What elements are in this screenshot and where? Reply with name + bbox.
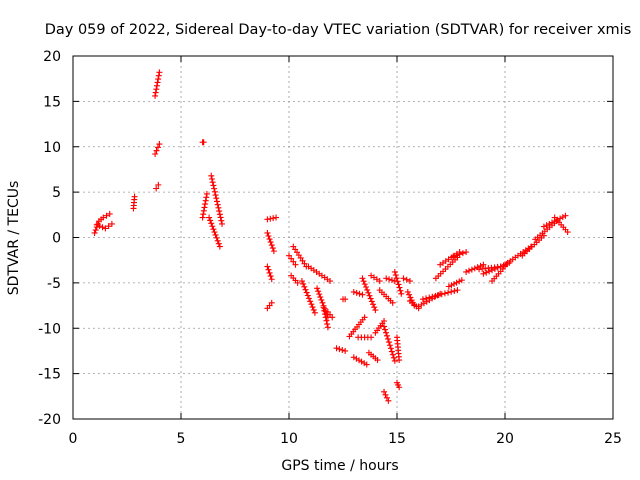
series-arc-02 xyxy=(130,69,163,212)
axis-ticks: 0 5 10 15 20 25 -20 -15 -10 -5 0 5 10 15 20 xyxy=(38,49,622,447)
data-point-cluster xyxy=(264,214,280,223)
data-point-cluster xyxy=(355,334,375,341)
data-point-cluster xyxy=(372,317,388,336)
data-point-cluster xyxy=(551,214,571,236)
data-points xyxy=(91,69,571,404)
series-arc-07 xyxy=(346,288,375,368)
data-point-cluster xyxy=(445,277,465,290)
y-tick-label: 5 xyxy=(52,185,61,201)
data-point-cluster xyxy=(199,139,207,146)
data-point-cluster xyxy=(350,288,366,298)
y-tick-label: 0 xyxy=(52,231,61,247)
data-point-cluster xyxy=(264,299,275,312)
data-point-cluster xyxy=(199,190,210,221)
data-point-cluster xyxy=(394,334,403,364)
data-point-cluster xyxy=(264,263,275,283)
data-point-cluster xyxy=(376,287,396,306)
data-point-cluster xyxy=(333,345,349,354)
data-point-cluster xyxy=(365,349,381,364)
data-point-cluster xyxy=(404,288,418,309)
data-point-cluster xyxy=(346,314,368,340)
data-point-cluster xyxy=(394,379,403,391)
x-tick-label: 5 xyxy=(177,431,186,447)
x-tick-label: 25 xyxy=(604,431,622,447)
y-tick-label: 20 xyxy=(43,49,61,65)
data-point-cluster xyxy=(400,275,413,285)
x-tick-label: 15 xyxy=(388,431,406,447)
series-arc-13 xyxy=(480,212,571,277)
y-tick-label: 10 xyxy=(43,140,61,156)
data-point-cluster xyxy=(381,323,398,364)
data-point-cluster xyxy=(288,272,301,286)
data-point-cluster xyxy=(381,388,392,404)
data-point-cluster xyxy=(532,218,560,243)
y-tick-label: 15 xyxy=(43,94,61,110)
data-point-cluster xyxy=(463,261,487,275)
data-point-cluster xyxy=(152,141,163,158)
series-arc-01 xyxy=(91,210,115,236)
series-arc-09 xyxy=(376,275,403,404)
x-axis-label: GPS time / hours xyxy=(281,458,398,474)
data-point-cluster xyxy=(432,254,461,282)
series-arc-10 xyxy=(391,268,422,312)
x-tick-label: 0 xyxy=(69,431,78,447)
series-arc-11 xyxy=(415,249,470,310)
series-arc-03 xyxy=(199,139,226,250)
data-point-cluster xyxy=(130,193,138,212)
y-axis-label: SDTVAR / TECUs xyxy=(6,181,22,296)
x-tick-label: 10 xyxy=(280,431,298,447)
data-point-cluster xyxy=(208,172,226,227)
data-point-cluster xyxy=(502,243,534,268)
series-arc-04 xyxy=(264,214,280,312)
data-point-cluster xyxy=(153,181,162,192)
data-point-cluster xyxy=(152,69,163,99)
data-point-cluster xyxy=(437,249,463,268)
series-arc-05 xyxy=(286,243,334,316)
data-point-cluster xyxy=(359,275,379,314)
grid xyxy=(73,56,613,419)
data-point-cluster xyxy=(391,268,405,297)
x-tick-label: 20 xyxy=(496,431,514,447)
data-point-cluster xyxy=(264,229,277,255)
data-point-cluster xyxy=(368,272,383,285)
data-point-cluster xyxy=(340,296,349,303)
data-point-cluster xyxy=(324,308,336,321)
data-point-cluster xyxy=(480,259,513,277)
data-point-cluster xyxy=(93,220,115,232)
data-point-cluster xyxy=(305,263,334,285)
data-point-cluster xyxy=(320,304,331,331)
y-tick-label: -10 xyxy=(38,321,61,337)
chart-title: Day 059 of 2022, Sidereal Day-to-day VTE… xyxy=(45,22,632,38)
y-tick-label: -5 xyxy=(47,276,61,292)
y-tick-label: -15 xyxy=(38,367,61,383)
data-point-cluster xyxy=(519,232,547,259)
data-point-cluster xyxy=(298,278,318,316)
data-point-cluster xyxy=(286,252,299,268)
data-point-cluster xyxy=(290,243,310,270)
series-arc-08 xyxy=(359,272,388,364)
data-point-cluster xyxy=(419,287,461,303)
data-point-cluster xyxy=(350,354,370,368)
y-tick-label: -20 xyxy=(38,412,61,428)
series-arc-06 xyxy=(314,285,349,354)
data-point-cluster xyxy=(206,214,223,250)
